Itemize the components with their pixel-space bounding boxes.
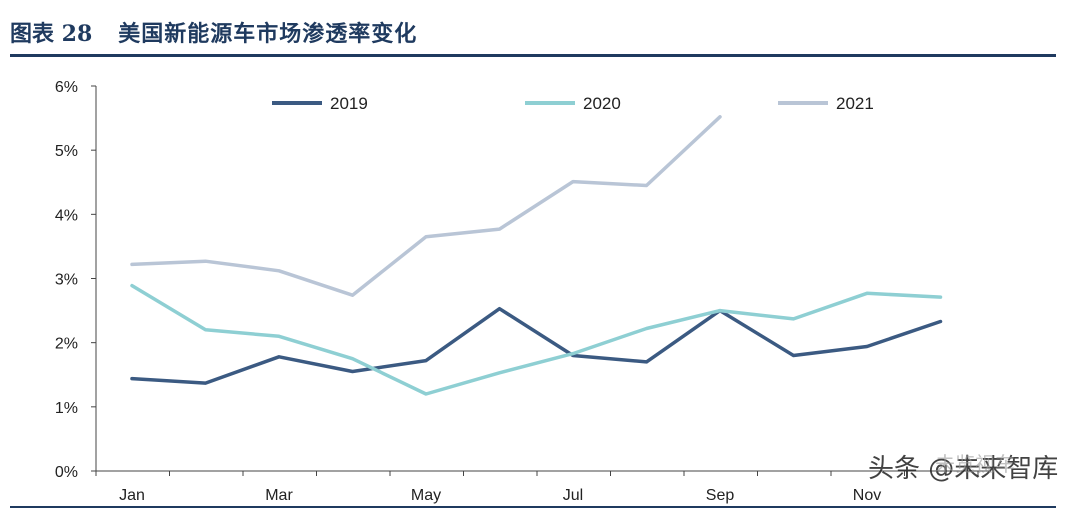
series-line-2019	[130, 306, 943, 385]
watermark-text: 头条 @未来智库	[868, 454, 1059, 484]
series-line-2020	[130, 283, 943, 396]
x-tick-label: Jan	[119, 487, 145, 504]
x-tick-label: Jul	[563, 487, 583, 504]
y-tick-label: 6%	[55, 79, 78, 96]
chart-series	[130, 115, 943, 396]
chart-legend: 2019 2020 2021	[272, 94, 874, 113]
y-tick-label: 3%	[55, 272, 78, 289]
x-tick-label: Sep	[706, 487, 735, 504]
series-line-2021	[130, 115, 722, 297]
chart-axes: 0% 1% 2% 3% 4% 5% 6% Jan Mar May Jul Sep Nov	[55, 79, 990, 504]
y-tick-label: 5%	[55, 143, 78, 160]
y-tick-label: 2%	[55, 336, 78, 353]
y-tick-label: 1%	[55, 400, 78, 417]
x-tick-label: Mar	[265, 487, 293, 504]
title-divider	[10, 54, 1056, 57]
x-tick-label: Nov	[853, 487, 881, 504]
x-tick-label: May	[411, 487, 441, 504]
figure-header: 图表 28 美国新能源车市场渗透率变化	[10, 12, 417, 52]
watermark: 头条 @未来智库	[868, 448, 1058, 485]
y-tick-label: 4%	[55, 207, 78, 224]
legend-label-2021: 2021	[836, 94, 874, 113]
figure-number: 图表 28	[10, 21, 93, 47]
bottom-divider	[10, 506, 1056, 508]
figure-title: 美国新能源车市场渗透率变化	[118, 21, 418, 47]
watermark-sub: 未览视车	[935, 452, 1015, 476]
y-tick-label: 0%	[55, 464, 78, 481]
legend-label-2019: 2019	[330, 94, 368, 113]
legend-label-2020: 2020	[583, 94, 621, 113]
